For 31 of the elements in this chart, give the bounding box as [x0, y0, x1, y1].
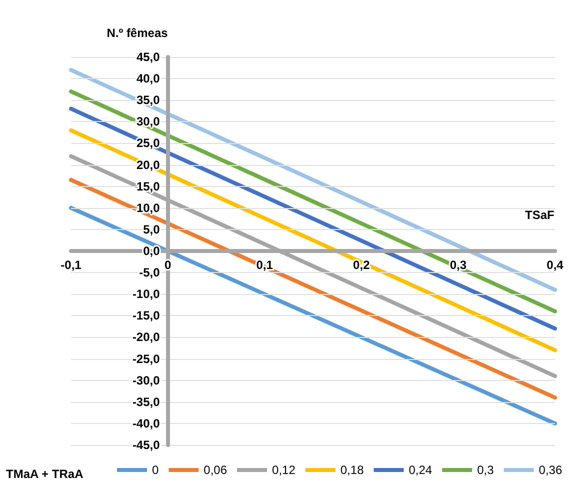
x-tick-label: 0 [164, 258, 172, 272]
legend-label: 0,06 [204, 463, 228, 477]
y-tick-label: 40,0 [136, 72, 160, 86]
y-tick-label: 45,0 [136, 50, 160, 64]
y-axis-title: N.º fêmeas [106, 26, 168, 40]
y-tick-label: -15,0 [132, 308, 160, 323]
legend-label: 0 [152, 463, 159, 477]
y-tick-label: 30,0 [136, 114, 160, 129]
legend-title: TMaA + TRaA [6, 467, 84, 481]
legend-label: 0,24 [408, 463, 432, 477]
y-tick-label: -40,0 [132, 416, 160, 430]
y-tick-label: -10,0 [132, 287, 160, 302]
x-axis-title: TSaF [525, 208, 554, 222]
legend-label: 0,36 [538, 463, 562, 477]
legend-label: 0,3 [477, 463, 494, 477]
legend-label: 0,12 [272, 463, 296, 477]
y-tick-label: -25,0 [132, 352, 160, 366]
y-tick-label: -20,0 [132, 330, 160, 344]
legend-label: 0,18 [340, 463, 364, 477]
y-tick-label: -35,0 [132, 394, 160, 409]
y-tick-label: -5,0 [139, 266, 160, 280]
y-tick-label: 5,0 [143, 222, 160, 236]
x-tick-label: 0,1 [256, 258, 274, 272]
y-tick-label: 15,0 [136, 179, 160, 194]
y-tick-label: 35,0 [136, 93, 160, 108]
x-tick-label: -0,1 [60, 258, 82, 272]
x-tick-label: 0,4 [546, 258, 564, 272]
y-tick-label: -45,0 [132, 438, 160, 452]
y-tick-label: 0,0 [143, 244, 160, 258]
y-tick-label: 10,0 [136, 200, 160, 215]
y-tick-label: -30,0 [132, 373, 160, 388]
